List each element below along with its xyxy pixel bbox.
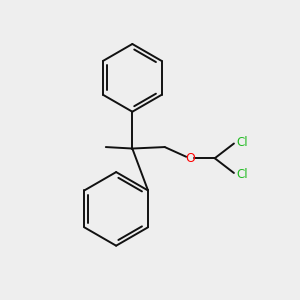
- Text: Cl: Cl: [237, 136, 248, 148]
- Text: Cl: Cl: [237, 168, 248, 181]
- Text: O: O: [185, 152, 195, 165]
